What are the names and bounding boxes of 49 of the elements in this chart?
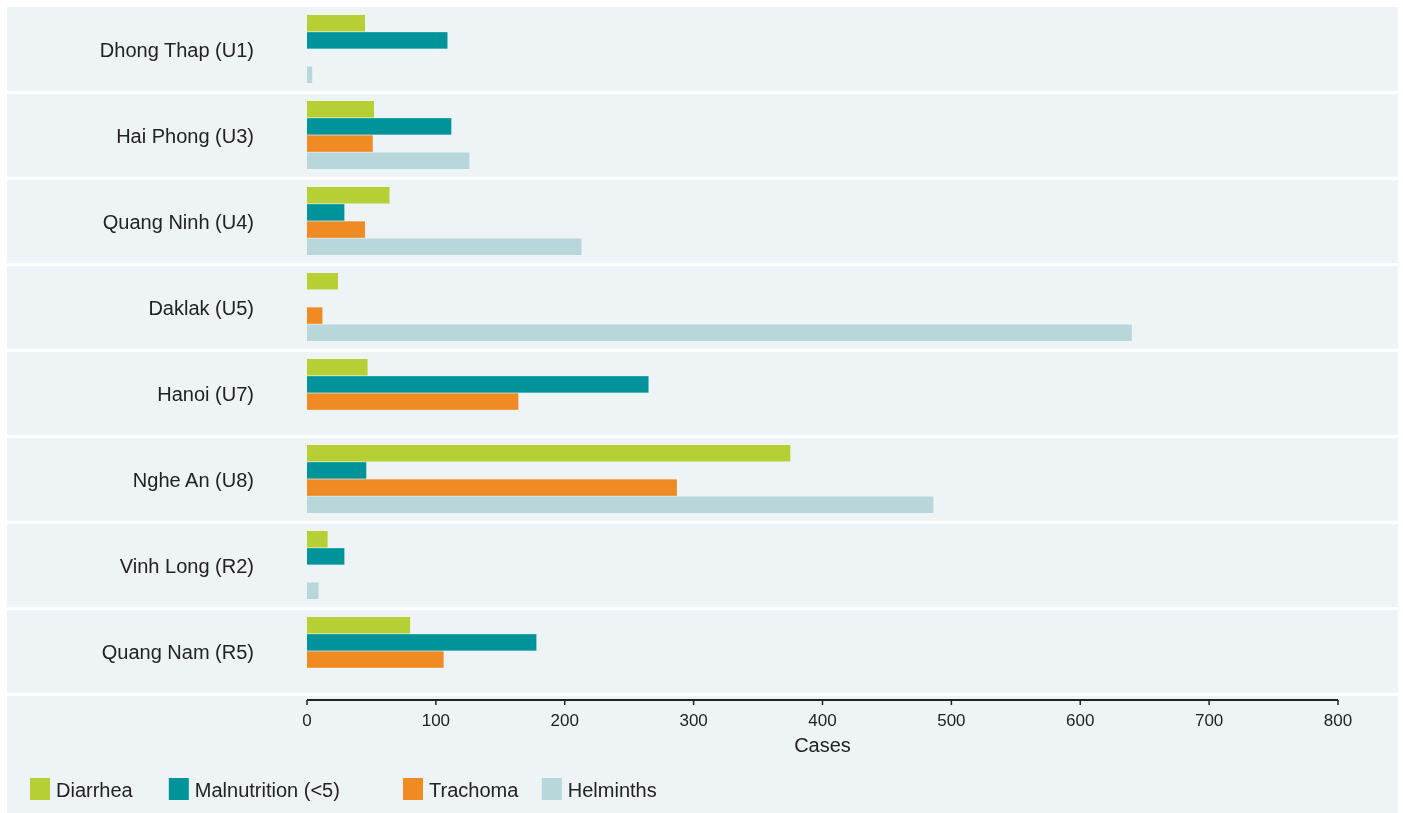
bar: [307, 651, 444, 668]
x-tick-label: 700: [1194, 711, 1224, 730]
bar: [307, 307, 323, 324]
y-tick-label: Quang Ninh (U4): [102, 211, 254, 234]
y-tick-label: Hanoi (U7): [157, 383, 254, 406]
x-tick-label: 600: [1066, 711, 1095, 730]
bar: [307, 582, 319, 599]
bar: [307, 445, 791, 462]
bar: [307, 221, 365, 238]
bar: [307, 496, 934, 513]
bar: [307, 118, 452, 135]
y-tick-label: Vinh Long (R2): [119, 555, 254, 578]
legend-label: Malnutrition (<5): [194, 779, 340, 801]
bar: [307, 462, 367, 479]
bar: [307, 531, 328, 548]
bar: [307, 135, 373, 152]
y-tick-label: Nghe An (U8): [132, 469, 254, 492]
bar: [307, 273, 338, 290]
bar: [307, 15, 365, 32]
legend-label: Diarrhea: [56, 779, 134, 801]
bar: [307, 187, 390, 204]
bar: [307, 152, 470, 169]
legend-label: Helminths: [567, 779, 657, 801]
x-axis-title: Cases: [794, 734, 851, 756]
bar: [307, 238, 582, 255]
legend-label: Trachoma: [429, 779, 520, 801]
bar: [307, 324, 1132, 341]
y-tick-label: Dhong Thap (U1): [99, 39, 254, 62]
x-tick-label: 300: [679, 711, 708, 730]
bar: [307, 617, 411, 634]
x-tick-label: 400: [808, 711, 837, 730]
y-tick-label: Hai Phong (U3): [116, 125, 254, 148]
bar: [307, 376, 649, 393]
x-tick-label: 200: [550, 711, 579, 730]
bar: [307, 634, 537, 651]
y-tick-label: Quang Nam (R5): [101, 641, 254, 664]
bar: [307, 359, 368, 376]
x-tick-label: 100: [421, 711, 451, 730]
bar: [307, 548, 345, 565]
bar: [307, 32, 448, 49]
bar: [307, 393, 519, 410]
bar: [307, 204, 345, 221]
x-tick-label: 800: [1323, 711, 1353, 730]
y-tick-label: Daklak (U5): [148, 297, 254, 320]
x-tick-label: 500: [937, 711, 966, 730]
bar: [307, 479, 677, 496]
bar: [307, 66, 313, 83]
x-tick-label: 0: [302, 711, 312, 730]
bar: [307, 101, 375, 118]
